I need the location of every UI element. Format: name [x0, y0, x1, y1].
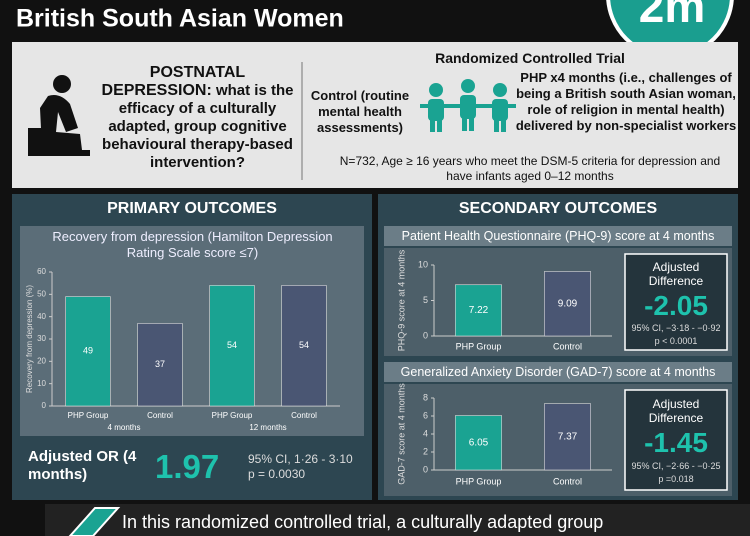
intro-panel: [12, 42, 738, 188]
result-value: -2.05: [644, 290, 708, 321]
title: British South Asian Women: [16, 5, 344, 33]
y-axis-label: PHQ-9 score at 4 months: [396, 249, 406, 351]
result-label: Adjusted OR (4 months): [28, 448, 137, 483]
result-value: 1.97: [155, 448, 220, 485]
chart-title: Recovery from depression (Hamilton Depre…: [52, 229, 333, 260]
y-tick-label: 2: [423, 446, 428, 456]
bar: [455, 284, 502, 337]
x-tick-label: PHP Group: [456, 476, 502, 486]
bar: [65, 296, 111, 407]
y-tick-label: 20: [37, 356, 46, 365]
result-p: p = 0.0030: [248, 467, 306, 481]
y-tick-label: 0: [423, 464, 428, 474]
x-tick-label: Control: [291, 411, 317, 420]
y-tick-label: 50: [37, 289, 46, 298]
x-tick-label: PHP Group: [456, 341, 502, 351]
bar: [209, 285, 255, 407]
x-tick-label: Control: [147, 411, 173, 420]
y-tick-label: 6: [423, 410, 428, 420]
y-tick-label: 8: [423, 392, 428, 402]
y-tick-label: 60: [37, 267, 46, 276]
x-group-label: 12 months: [249, 423, 286, 432]
footer-text: In this randomized controlled trial, a c…: [122, 512, 604, 532]
result-p: p < 0.0001: [654, 336, 698, 346]
result-ci: 95% CI, −3·18 - −0·92: [631, 323, 721, 333]
y-axis-label: GAD-7 score at 4 months: [396, 383, 406, 485]
y-tick-label: 0: [42, 401, 47, 410]
bar: [455, 415, 502, 471]
intro-heading: POSTNATAL DEPRESSION:: [101, 64, 246, 99]
x-tick-label: Control: [553, 476, 582, 486]
y-axis-label: Recovery from depression (%): [25, 285, 34, 393]
result-label: Adjusted Difference: [648, 397, 704, 425]
primary-heading: PRIMARY OUTCOMES: [107, 200, 277, 217]
bar: [544, 271, 591, 337]
result-value: -1.45: [644, 427, 708, 458]
person-icon: [28, 75, 90, 156]
value-label: 37: [155, 359, 165, 369]
logo: 2m: [639, 0, 705, 32]
value-label: 7.37: [558, 431, 578, 442]
y-tick-label: 40: [37, 312, 46, 321]
value-label: 9.09: [558, 298, 578, 309]
trial-control: Control (routine mental health assessmen…: [310, 88, 410, 135]
phq-title-bg: [384, 226, 732, 246]
footer-icon: [68, 507, 121, 536]
footer-bar: [45, 504, 750, 536]
y-tick-label: 10: [37, 379, 46, 388]
y-tick-label: 4: [423, 428, 428, 438]
y-tick-label: 0: [423, 330, 428, 340]
value-label: 49: [83, 346, 93, 356]
bar: [137, 323, 183, 407]
value-label: 6.05: [469, 437, 489, 448]
x-group-label: 4 months: [108, 423, 141, 432]
secondary-heading: SECONDARY OUTCOMES: [458, 200, 658, 217]
trial-title: Randomized Controlled Trial: [435, 50, 625, 66]
bar: [281, 285, 327, 407]
result-ci: 95% CI, 1·26 - 3·10: [248, 452, 353, 466]
value-label: 54: [227, 340, 237, 350]
x-tick-label: PHP Group: [68, 411, 109, 420]
trial-intervention: PHP x4 months (i.e., challenges of being…: [515, 70, 737, 133]
trial-population: N=732, Age ≥ 16 years who meet the DSM-5…: [339, 154, 721, 183]
y-tick-label: 5: [423, 295, 428, 305]
chart-title: Patient Health Questionnaire (PHQ-9) sco…: [401, 229, 715, 243]
y-tick-label: 30: [37, 334, 46, 343]
value-label: 54: [299, 340, 309, 350]
result-label: Adjusted Difference: [648, 260, 704, 288]
value-label: 7.22: [469, 305, 489, 316]
result-ci: 95% CI, −2·66 - −0·25: [631, 461, 721, 471]
gad-title-bg: [384, 362, 732, 382]
y-tick-label: 10: [418, 259, 428, 269]
phq-result-box: [624, 253, 728, 351]
gad-result-box: [624, 389, 728, 491]
bar: [544, 403, 591, 471]
x-tick-label: Control: [553, 341, 582, 351]
people-icon: [420, 79, 516, 132]
chart-title: Generalized Anxiety Disorder (GAD-7) sco…: [400, 365, 716, 379]
intro-question: what is the efficacy of a culturally ada…: [102, 82, 294, 171]
x-tick-label: PHP Group: [212, 411, 253, 420]
intro-text: POSTNATAL DEPRESSION: what is the effica…: [95, 64, 300, 172]
result-p: p =0.018: [658, 474, 694, 484]
